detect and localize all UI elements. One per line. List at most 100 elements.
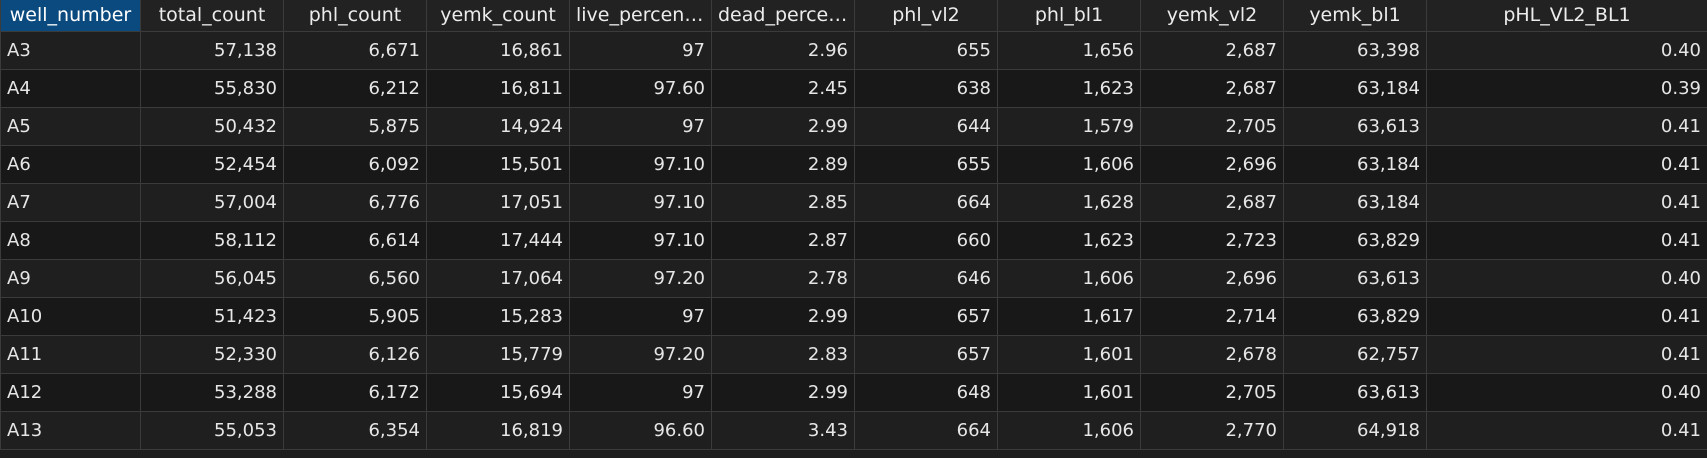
table-cell[interactable]: 52,330: [140, 334, 284, 374]
table-cell[interactable]: A11: [0, 334, 141, 374]
table-cell[interactable]: 2,714: [1140, 296, 1284, 336]
table-cell[interactable]: 63,613: [1283, 372, 1427, 412]
table-cell[interactable]: 50,432: [140, 106, 284, 146]
table-cell[interactable]: 63,613: [1283, 106, 1427, 146]
table-cell[interactable]: 2,770: [1140, 410, 1284, 450]
column-header-total-count[interactable]: total_count: [140, 0, 284, 32]
table-cell[interactable]: 0.41: [1426, 410, 1707, 450]
table-cell[interactable]: 97: [569, 372, 712, 412]
table-cell[interactable]: 97.10: [569, 220, 712, 260]
table-cell[interactable]: 0.40: [1426, 30, 1707, 70]
table-cell[interactable]: 2.87: [711, 220, 855, 260]
table-cell[interactable]: 63,613: [1283, 258, 1427, 298]
table-cell[interactable]: A13: [0, 410, 141, 450]
table-row[interactable]: A5 50,432 5,875 14,924 97 2.99 644 1,579 2,705 63…: [0, 106, 1707, 146]
table-cell[interactable]: 17,064: [426, 258, 570, 298]
table-cell[interactable]: 657: [854, 334, 998, 374]
table-cell[interactable]: 16,819: [426, 410, 570, 450]
table-cell[interactable]: 97.60: [569, 68, 712, 108]
table-cell[interactable]: 1,606: [997, 258, 1141, 298]
table-cell[interactable]: 1,579: [997, 106, 1141, 146]
table-cell[interactable]: 1,601: [997, 372, 1141, 412]
table-cell[interactable]: 15,779: [426, 334, 570, 374]
table-row[interactable]: A4 55,830 6,212 16,811 97.60 2.45 638 1,623 2,68…: [0, 68, 1707, 108]
table-cell[interactable]: 97: [569, 106, 712, 146]
table-cell[interactable]: 638: [854, 68, 998, 108]
table-cell[interactable]: 6,172: [283, 372, 427, 412]
table-cell[interactable]: 63,829: [1283, 220, 1427, 260]
table-cell[interactable]: 2.99: [711, 106, 855, 146]
table-cell[interactable]: 648: [854, 372, 998, 412]
table-cell[interactable]: 16,861: [426, 30, 570, 70]
table-cell[interactable]: 52,454: [140, 144, 284, 184]
table-cell[interactable]: 6,354: [283, 410, 427, 450]
table-cell[interactable]: A7: [0, 182, 141, 222]
table-cell[interactable]: 2.78: [711, 258, 855, 298]
table-cell[interactable]: 16,811: [426, 68, 570, 108]
table-cell[interactable]: A12: [0, 372, 141, 412]
table-cell[interactable]: 6,092: [283, 144, 427, 184]
table-cell[interactable]: 63,829: [1283, 296, 1427, 336]
table-cell[interactable]: 55,830: [140, 68, 284, 108]
table-cell[interactable]: 0.40: [1426, 258, 1707, 298]
table-cell[interactable]: 644: [854, 106, 998, 146]
table-cell[interactable]: 62,757: [1283, 334, 1427, 374]
table-row[interactable]: A9 56,045 6,560 17,064 97.20 2.78 646 1,606 2,69…: [0, 258, 1707, 298]
column-header-phl-vl2[interactable]: phl_vl2: [854, 0, 998, 32]
column-header-live-percenta[interactable]: live_percenta...: [569, 0, 712, 32]
table-cell[interactable]: 1,628: [997, 182, 1141, 222]
table-cell[interactable]: 2,705: [1140, 106, 1284, 146]
table-cell[interactable]: 97.10: [569, 144, 712, 184]
table-cell[interactable]: 2,696: [1140, 144, 1284, 184]
table-cell[interactable]: 2.89: [711, 144, 855, 184]
table-cell[interactable]: 56,045: [140, 258, 284, 298]
table-cell[interactable]: 2,687: [1140, 30, 1284, 70]
table-cell[interactable]: 15,694: [426, 372, 570, 412]
table-cell[interactable]: 3.43: [711, 410, 855, 450]
table-cell[interactable]: 15,501: [426, 144, 570, 184]
table-cell[interactable]: 6,560: [283, 258, 427, 298]
table-cell[interactable]: 17,051: [426, 182, 570, 222]
table-row[interactable]: A8 58,112 6,614 17,444 97.10 2.87 660 1,623 2,72…: [0, 220, 1707, 260]
table-cell[interactable]: 660: [854, 220, 998, 260]
table-cell[interactable]: 655: [854, 30, 998, 70]
column-header-yemk-bl1[interactable]: yemk_bl1: [1283, 0, 1427, 32]
table-cell[interactable]: A6: [0, 144, 141, 184]
table-cell[interactable]: 97: [569, 296, 712, 336]
table-cell[interactable]: 1,606: [997, 410, 1141, 450]
table-cell[interactable]: A8: [0, 220, 141, 260]
table-cell[interactable]: 664: [854, 182, 998, 222]
table-cell[interactable]: 57,004: [140, 182, 284, 222]
table-cell[interactable]: 2.83: [711, 334, 855, 374]
table-cell[interactable]: 2,705: [1140, 372, 1284, 412]
table-cell[interactable]: 97.20: [569, 334, 712, 374]
table-cell[interactable]: 63,184: [1283, 68, 1427, 108]
table-cell[interactable]: A5: [0, 106, 141, 146]
table-cell[interactable]: 2.99: [711, 372, 855, 412]
table-cell[interactable]: 2,687: [1140, 68, 1284, 108]
column-header-phl-vl2-bl1[interactable]: pHL_VL2_BL1: [1426, 0, 1707, 32]
table-cell[interactable]: 96.60: [569, 410, 712, 450]
table-cell[interactable]: 2.96: [711, 30, 855, 70]
table-cell[interactable]: 6,671: [283, 30, 427, 70]
column-header-yemk-count[interactable]: yemk_count: [426, 0, 570, 32]
table-cell[interactable]: 655: [854, 144, 998, 184]
table-cell[interactable]: 97.10: [569, 182, 712, 222]
table-cell[interactable]: 6,614: [283, 220, 427, 260]
table-cell[interactable]: 0.39: [1426, 68, 1707, 108]
table-cell[interactable]: 97.20: [569, 258, 712, 298]
table-cell[interactable]: 58,112: [140, 220, 284, 260]
table-cell[interactable]: 0.41: [1426, 220, 1707, 260]
table-cell[interactable]: 15,283: [426, 296, 570, 336]
table-cell[interactable]: 657: [854, 296, 998, 336]
table-cell[interactable]: 2,687: [1140, 182, 1284, 222]
table-cell[interactable]: 5,905: [283, 296, 427, 336]
table-cell[interactable]: A3: [0, 30, 141, 70]
table-cell[interactable]: 1,623: [997, 220, 1141, 260]
table-cell[interactable]: 0.41: [1426, 144, 1707, 184]
table-cell[interactable]: 0.41: [1426, 296, 1707, 336]
table-cell[interactable]: 5,875: [283, 106, 427, 146]
column-header-dead-percen[interactable]: dead_percen...: [711, 0, 855, 32]
table-cell[interactable]: 1,623: [997, 68, 1141, 108]
table-cell[interactable]: 6,126: [283, 334, 427, 374]
